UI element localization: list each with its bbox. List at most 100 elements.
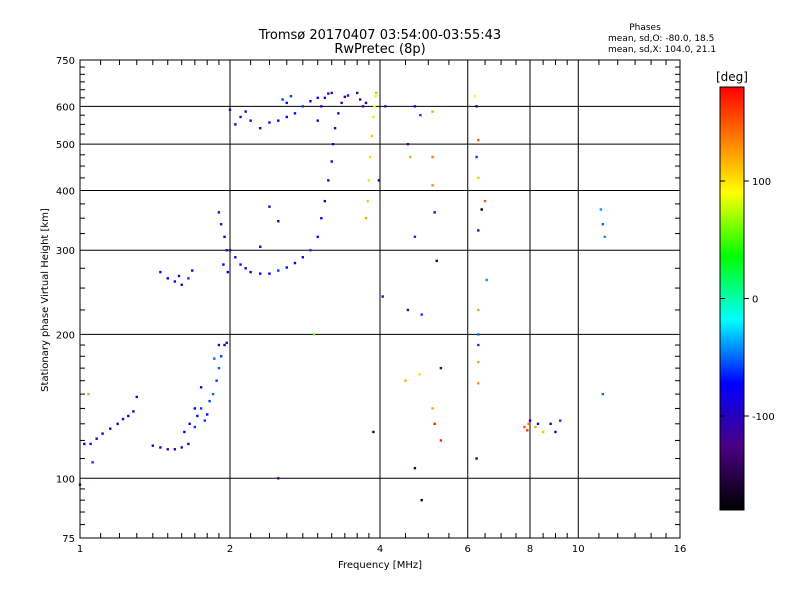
data-point [327,92,330,95]
data-point [208,399,211,403]
data-point [413,466,417,470]
data-point [418,373,421,376]
data-point [234,256,237,259]
data-point [281,98,284,101]
data-point [228,249,232,252]
data-point [135,395,138,399]
data-point [475,457,478,460]
data-point [554,430,557,434]
data-point [477,343,480,347]
data-point [109,427,112,430]
data-point [475,155,478,159]
x-tick-label: 2 [227,544,233,555]
data-point [226,270,230,274]
data-point [374,91,378,95]
data-point [420,313,423,316]
y-tick-label: 500 [56,140,75,151]
data-point [323,199,327,203]
x-tick-label: 10 [572,544,585,555]
data-point [603,235,606,239]
axis-ticks: 1 2 4 6 8 10 16 75 100 200 300 400 500 600 750 [56,56,686,555]
data-point [433,422,436,426]
data-point [372,430,375,434]
data-point [431,155,434,159]
data-point [151,444,155,447]
data-point [217,211,221,214]
data-point [320,105,323,108]
data-point [199,386,203,389]
data-point [180,283,183,286]
legend-line-x: mean, sd,X: 104.0, 21.1 [608,45,716,55]
data-point [316,119,319,122]
data-point [374,94,377,98]
data-point [439,439,443,442]
data-point [183,430,186,434]
data-point [480,208,483,211]
data-point [384,105,387,108]
data-point [205,413,209,416]
data-point [83,442,86,446]
data-point [239,263,242,266]
y-tick-label: 300 [56,246,75,257]
data-point [320,217,323,220]
data-point [177,274,181,278]
data-point [373,105,376,108]
data-point [483,199,487,203]
data-point [366,199,369,203]
data-point [187,277,190,280]
colorbar-tick-label: 0 [752,295,758,306]
data-point [285,115,288,119]
data-point [435,259,438,263]
x-tick-label: 8 [527,544,533,555]
data-point [312,333,316,336]
legend-heading: Phases [629,23,661,33]
y-tick-label: 400 [56,186,75,197]
data-point [203,419,206,422]
data-point [268,205,271,208]
data-point [213,357,216,360]
y-tick-label: 75 [62,534,75,545]
data-point [536,422,540,426]
data-point [477,138,480,142]
y-tick-label: 750 [56,56,75,67]
data-point [473,94,477,98]
y-tick-label: 600 [56,102,75,113]
data-point [228,108,232,112]
colorbar-ticks: 100 0 -100 [720,177,775,423]
plot-frame [79,59,681,539]
data-point [330,160,333,163]
data-point [346,94,350,97]
data-point [223,343,226,347]
data-point [309,249,312,252]
data-point [193,425,197,429]
data-point [193,407,197,410]
data-point [406,308,410,312]
data-point [327,179,330,182]
data-point [199,407,203,410]
data-point [285,101,288,105]
data-point [361,105,365,108]
data-point [337,112,340,115]
data-point [477,333,480,336]
data-point [191,269,194,272]
data-point [196,414,199,418]
data-point [409,155,412,159]
data-point [259,126,262,130]
data-point [249,270,252,274]
x-tick-label: 4 [377,544,383,555]
data-point [87,392,90,396]
data-point [477,176,480,180]
data-point [364,101,368,105]
data-point [116,422,119,426]
data-point [439,366,443,370]
data-point [127,414,130,418]
data-point [217,366,221,370]
data-point [244,110,247,113]
data-point [277,269,280,272]
data-point [377,179,381,182]
data-point [431,407,434,410]
data-point [526,429,529,432]
data-point [301,105,305,108]
data-point [173,448,177,451]
data-point [166,277,169,280]
